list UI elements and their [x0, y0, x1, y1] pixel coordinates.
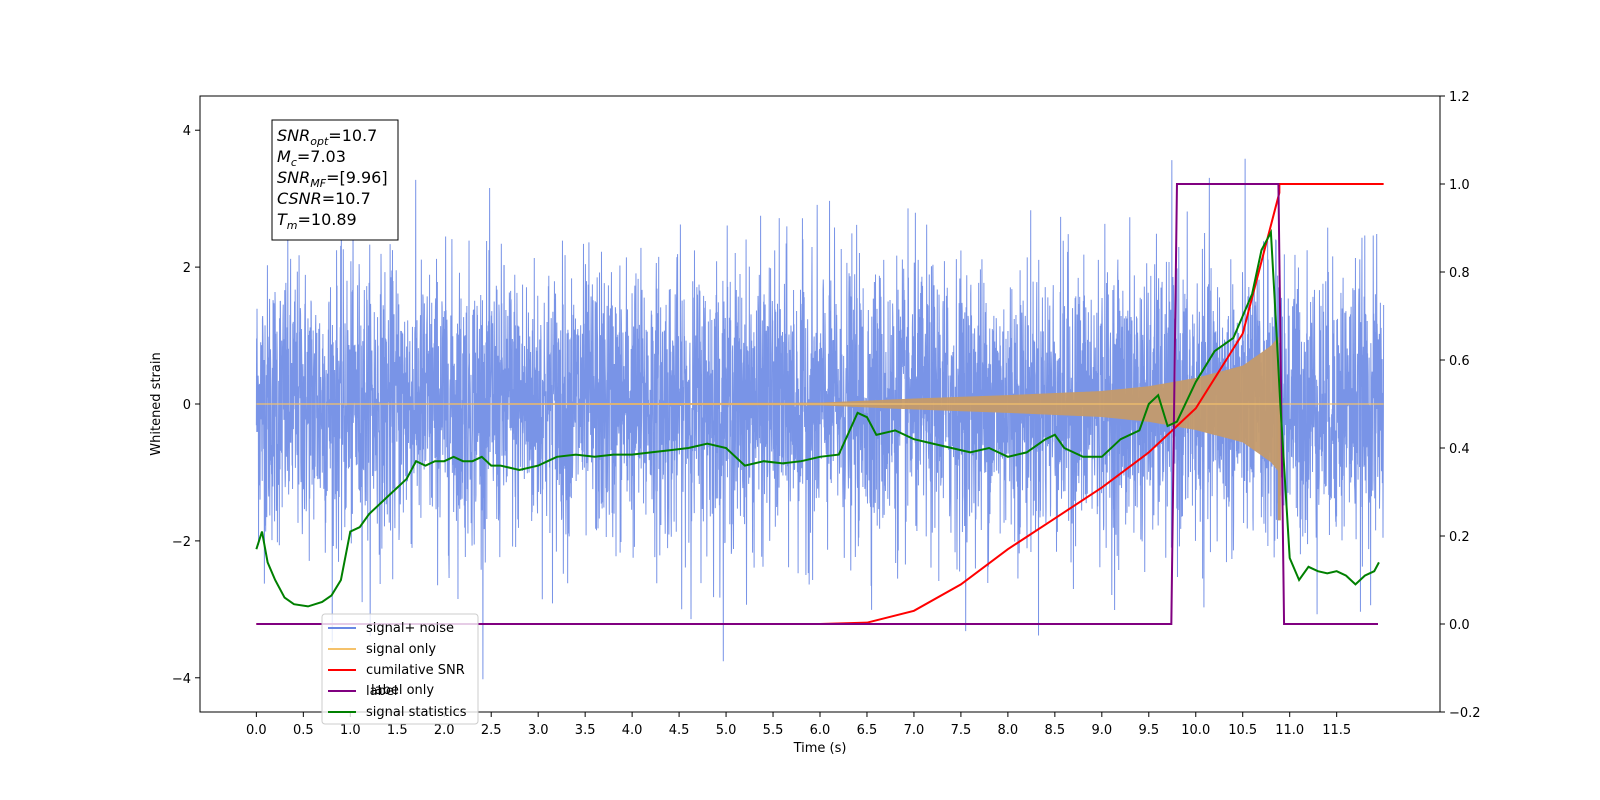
y-tick-label-left: 0: [183, 398, 191, 413]
x-tick-label: 6.5: [857, 723, 878, 738]
x-tick-label: 10.0: [1181, 723, 1210, 738]
x-tick-label: 1.0: [340, 723, 361, 738]
legend-label: signal only: [366, 642, 436, 657]
x-axis-label: Time (s): [793, 741, 847, 756]
legend-frame: [321, 613, 479, 725]
y-tick-label-right: 0.8: [1449, 266, 1470, 281]
legend: label only signal+ noise signal only cumila…: [321, 613, 479, 725]
x-tick-label: 11.5: [1322, 723, 1351, 738]
plot-area: [255, 158, 1385, 680]
x-tick-label: 8.0: [998, 723, 1019, 738]
annotation-line: Mc=7.03: [277, 147, 346, 169]
x-tick-label: 6.0: [810, 723, 831, 738]
x-tick-label: 9.0: [1091, 723, 1112, 738]
y-axis-label: Whitened strain: [149, 352, 164, 455]
annotation-line: Tm=10.89: [277, 210, 357, 232]
x-tick-label: 0.0: [246, 723, 267, 738]
y-tick-label-right: 0.0: [1449, 618, 1470, 633]
legend-ghost-label: label only: [371, 683, 434, 698]
x-tick-label: 5.5: [763, 723, 784, 738]
x-tick-label: 8.5: [1045, 723, 1066, 738]
axes-layer: 0.0 0.5 1.0 1.5 2.0 2.5 3.0 3.5 4.0 4.5 5.0 5.5 6.0 6…: [172, 90, 1481, 738]
legend-label: cumilative SNR: [366, 663, 465, 678]
series-label: [256, 183, 1378, 625]
x-tick-label: 5.0: [716, 723, 737, 738]
legend-label: signal+ noise: [366, 621, 454, 636]
x-tick-label: 7.0: [904, 723, 925, 738]
x-tick-label: 3.5: [575, 723, 596, 738]
y-tick-label-left: −4: [172, 672, 191, 687]
annotation-line: CSNR=10.7: [277, 189, 371, 208]
series-signal-statistics: [255, 228, 1380, 608]
x-tick-label: 4.0: [622, 723, 643, 738]
x-tick-label: 4.5: [669, 723, 690, 738]
x-tick-label: 11.0: [1275, 723, 1304, 738]
annotation-line: SNRMF=[9.96]: [277, 168, 388, 190]
y-tick-label-right: −0.2: [1449, 706, 1481, 721]
plot-layer: [255, 158, 1385, 680]
legend-label: signal statistics: [366, 705, 467, 720]
x-tick-label: 1.5: [387, 723, 408, 738]
x-tick-label: 3.0: [528, 723, 549, 738]
y-tick-label-left: 2: [183, 261, 191, 276]
y-tick-label-left: −2: [172, 535, 191, 550]
y-tick-label-right: 0.2: [1449, 530, 1470, 545]
x-tick-label: 7.5: [951, 723, 972, 738]
x-tick-label: 2.0: [434, 723, 455, 738]
y-tick-label-right: 0.6: [1449, 354, 1470, 369]
legend-label: label: [366, 684, 397, 699]
y-tick-label-right: 1.0: [1449, 178, 1470, 193]
annotation-line: SNRopt=10.7: [277, 126, 377, 148]
y-tick-label-left: 4: [183, 124, 191, 139]
x-tick-label: 10.5: [1228, 723, 1257, 738]
x-tick-label: 0.5: [293, 723, 314, 738]
y-tick-label-right: 0.4: [1449, 442, 1470, 457]
y-tick-label-right: 1.2: [1449, 90, 1470, 105]
x-tick-label: 2.5: [481, 723, 502, 738]
annotation-frame: [271, 119, 399, 241]
x-tick-label: 9.5: [1138, 723, 1159, 738]
